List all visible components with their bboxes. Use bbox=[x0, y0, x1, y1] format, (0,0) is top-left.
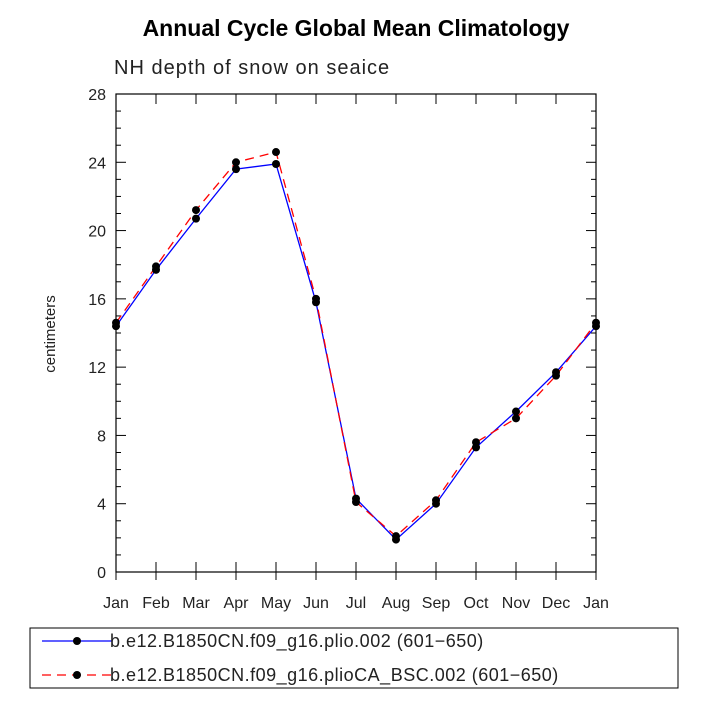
data-point-series-1 bbox=[232, 165, 240, 174]
x-tick-label: Nov bbox=[502, 595, 530, 612]
data-point-series-2 bbox=[312, 294, 320, 303]
data-point-series-1 bbox=[272, 159, 280, 168]
y-tick-label: 16 bbox=[88, 292, 106, 309]
legend-marker-1 bbox=[73, 637, 81, 645]
x-tick-label: Jun bbox=[303, 595, 329, 612]
data-point-series-2 bbox=[432, 496, 440, 505]
data-point-series-2 bbox=[352, 498, 360, 507]
data-point-series-1 bbox=[192, 214, 200, 223]
legend-entry-1: b.e12.B1850CN.f09_g16.plio.002 (601−650) bbox=[42, 631, 484, 652]
x-tick-label: Sep bbox=[422, 595, 451, 612]
x-tick-label: Mar bbox=[182, 595, 210, 612]
legend-marker-2 bbox=[73, 671, 81, 679]
x-tick-label: Jan bbox=[103, 595, 129, 612]
x-tick-label: Dec bbox=[542, 595, 570, 612]
x-tick-label: May bbox=[261, 595, 291, 612]
y-axis-label: centimeters bbox=[42, 295, 59, 373]
y-tick-label: 28 bbox=[88, 87, 106, 104]
axis-ticks: 0 4 8 12 16 20 24 28 Jan Feb Mar Apr May Jun Jul Aug Sep… bbox=[88, 87, 609, 612]
data-point-series-2 bbox=[272, 148, 280, 157]
data-point-series-2 bbox=[552, 371, 560, 380]
data-point-series-2 bbox=[232, 158, 240, 167]
series-line-2 bbox=[115, 151, 597, 537]
y-tick-label: 12 bbox=[88, 360, 106, 377]
x-tick-label: Oct bbox=[464, 595, 489, 612]
y-tick-label: 8 bbox=[97, 428, 106, 445]
x-tick-label: Jan bbox=[583, 595, 609, 612]
x-tick-label: Apr bbox=[224, 595, 250, 612]
legend-entry-2: b.e12.B1850CN.f09_g16.plioCA_BSC.002 (60… bbox=[42, 665, 559, 686]
data-point-series-2 bbox=[512, 414, 520, 423]
data-point-series-2 bbox=[472, 438, 480, 447]
legend-label-1: b.e12.B1850CN.f09_g16.plio.002 (601−650) bbox=[110, 631, 484, 652]
y-tick-label: 24 bbox=[88, 155, 106, 172]
x-tick-label: Feb bbox=[142, 595, 170, 612]
legend-box bbox=[29, 627, 679, 689]
data-point-series-1 bbox=[512, 407, 520, 416]
legend-label-2: b.e12.B1850CN.f09_g16.plioCA_BSC.002 (60… bbox=[110, 665, 559, 686]
y-tick-label: 20 bbox=[88, 224, 106, 241]
x-tick-label: Aug bbox=[382, 595, 410, 612]
data-point-series-2 bbox=[112, 318, 120, 327]
data-point-series-2 bbox=[152, 262, 160, 271]
series-layer bbox=[112, 148, 600, 544]
data-point-series-2 bbox=[592, 318, 600, 327]
chart-subtitle: NH depth of snow on seaice bbox=[114, 57, 390, 79]
data-point-series-2 bbox=[192, 206, 200, 215]
y-tick-label: 4 bbox=[97, 497, 106, 514]
chart-title: Annual Cycle Global Mean Climatology bbox=[143, 15, 570, 41]
y-tick-label: 0 bbox=[97, 565, 106, 582]
data-point-series-2 bbox=[392, 532, 400, 541]
x-tick-label: Jul bbox=[346, 595, 366, 612]
